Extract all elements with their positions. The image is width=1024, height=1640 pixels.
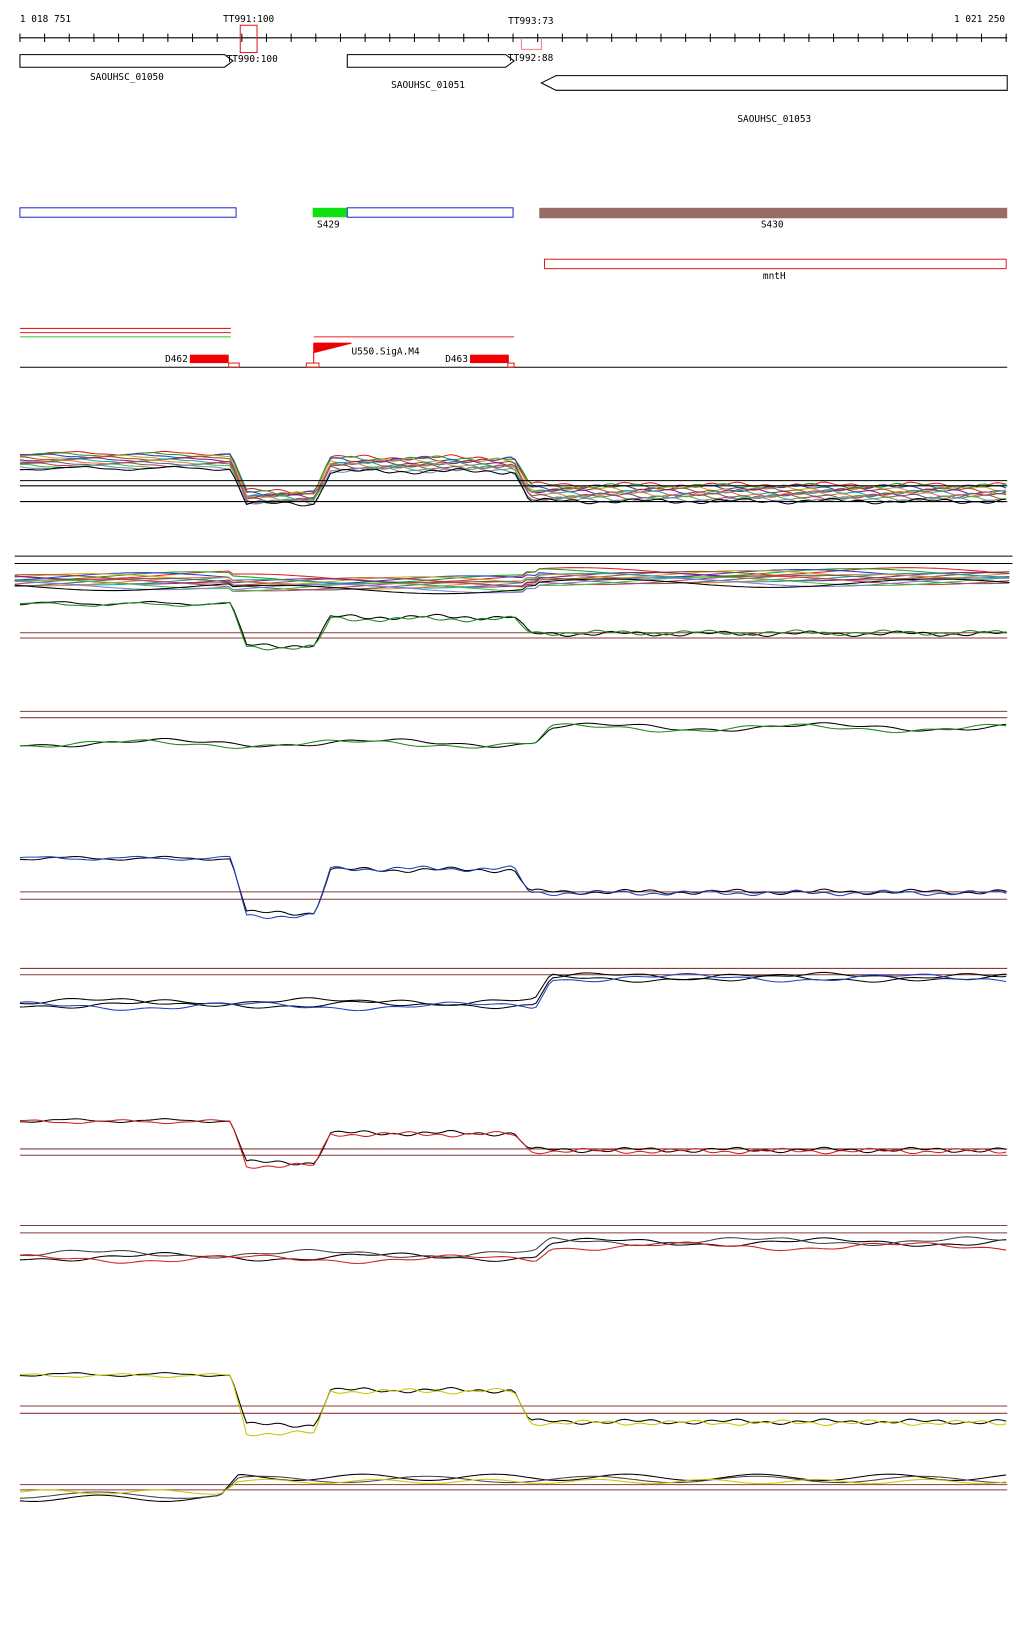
trace [19,464,1007,506]
feature-label: D463 [445,354,468,365]
gene-arrow [346,54,515,68]
gene-label: SAOUHSC_01051 [391,80,465,91]
trace [19,1119,1007,1169]
trace [19,1373,1007,1437]
trace [14,574,1010,591]
segment [539,207,1008,219]
trace [14,577,1010,594]
feature-box [305,362,320,368]
trace [19,972,1007,1012]
segment-label: S430 [761,220,784,231]
feature-label: U550.SigA.M4 [351,347,420,358]
trace [14,568,1010,584]
trace [19,1372,1007,1428]
feature-box [189,354,229,364]
promoter-flag [313,342,352,364]
trace [19,855,1007,916]
trace [19,1475,1007,1499]
segment [19,207,237,218]
trace [19,973,1007,1007]
gene-label: SAOUHSC_01050 [90,72,164,83]
terminator-label: TT993:73 [508,16,553,27]
trace [14,578,1010,595]
trace [19,453,1007,497]
segment [346,207,514,218]
trace [19,1478,1007,1495]
terminator-label: TT992:88 [508,53,554,64]
gene-label: SAOUHSC_01053 [737,114,811,125]
terminator-box [520,37,542,50]
ruler-start: 1 018 751 [20,14,71,25]
ruler-ticks [19,33,1007,43]
terminator-label: TT990:100 [227,54,278,65]
trace [19,466,1007,507]
trace [19,1118,1007,1166]
feature-box [507,362,515,368]
segment-label: S429 [317,220,340,231]
trace [19,459,1007,502]
segment [312,207,348,218]
ruler-end: 1 021 250 [954,14,1005,25]
terminator-label: TT991:100 [223,14,274,25]
feature-label: D462 [165,354,188,365]
expression-tracks [14,450,1013,1502]
trace [19,455,1007,498]
trace [14,573,1010,590]
trace [19,722,1007,748]
trace [19,601,1007,651]
trace [19,1473,1007,1502]
trace [14,572,1010,589]
trace [19,600,1007,649]
trace [19,855,1007,920]
trace [19,1236,1007,1259]
trace [19,723,1007,749]
annotation [544,258,1007,270]
gene-arrow [540,75,1008,91]
feature-box [470,354,509,364]
terminator-box [239,24,258,54]
trace [19,971,1007,1010]
gene-arrow [19,54,234,68]
trace [14,569,1010,585]
trace [19,1241,1007,1265]
trace [14,575,1010,592]
annotation-label: mntH [763,271,786,282]
feature-box [228,362,240,368]
